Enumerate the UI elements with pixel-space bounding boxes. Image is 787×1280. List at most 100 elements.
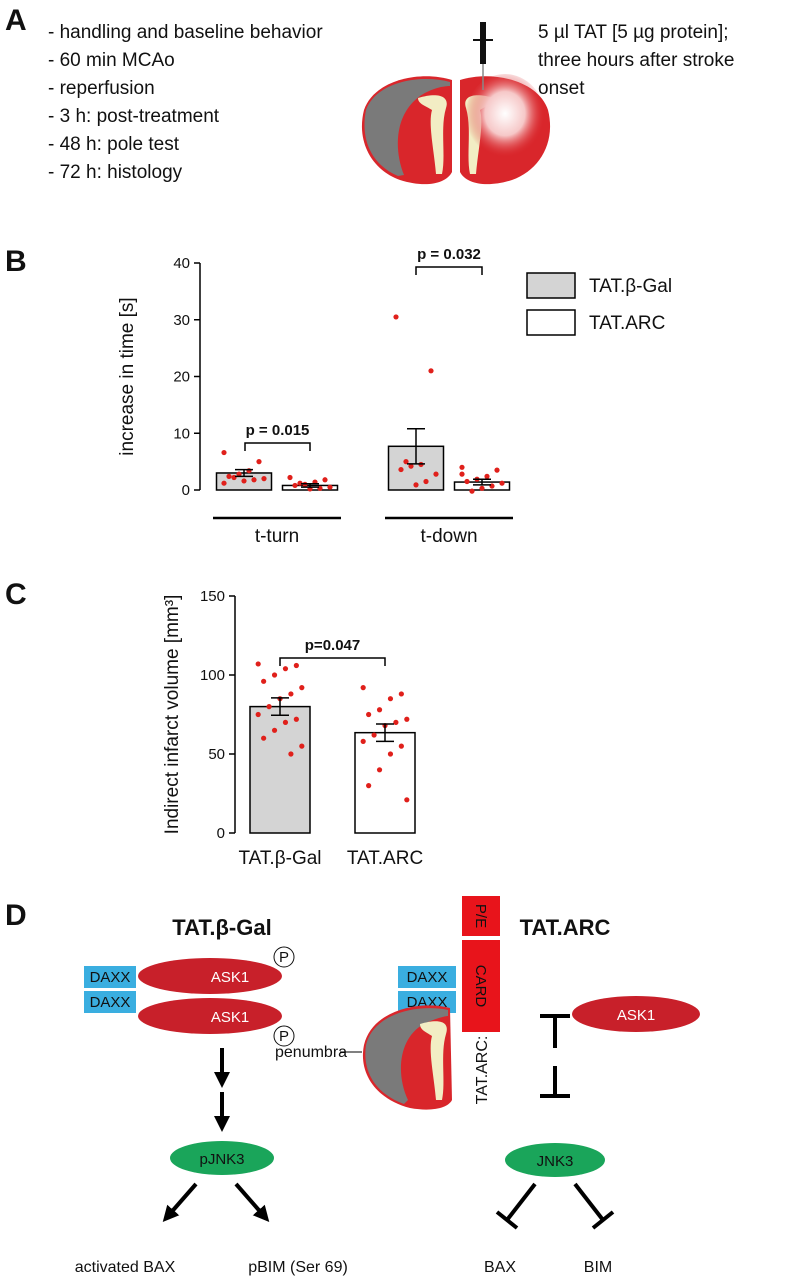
data-point	[261, 476, 267, 482]
y-tick-label: 150	[200, 588, 225, 605]
data-point	[484, 473, 490, 479]
region-label: penumbra	[275, 1044, 347, 1061]
data-point	[408, 463, 414, 469]
data-point	[376, 767, 383, 773]
y-tick-label: 20	[173, 369, 190, 386]
y-axis-label: Indirect infarct volume [mm³]	[162, 595, 183, 835]
ask1-label: ASK1	[211, 969, 249, 986]
daxx-label: DAXX	[90, 994, 131, 1011]
data-point	[464, 478, 470, 485]
inhibit	[505, 1182, 537, 1222]
panel-label: C	[5, 578, 27, 611]
data-point	[293, 716, 299, 722]
legend-swatch	[526, 272, 576, 299]
note-line: three hours after stroke	[538, 50, 734, 71]
data-point	[387, 696, 394, 702]
inhibit	[591, 1210, 615, 1230]
data-point	[499, 480, 505, 486]
condition-title: TAT.β-Gal	[172, 915, 271, 940]
data-point	[469, 488, 475, 494]
data-point	[404, 716, 410, 722]
ask1-label: ASK1	[617, 1007, 655, 1024]
data-point	[459, 471, 465, 477]
ask1	[138, 958, 282, 994]
data-point	[423, 478, 429, 485]
domain-box	[462, 896, 500, 936]
target: BIM	[584, 1259, 612, 1276]
brain-small	[362, 1005, 452, 1110]
step: - handling and baseline behavior	[48, 22, 323, 43]
daxx-box	[84, 966, 136, 988]
injection-note: 5 µl TAT [5 µg protein]; three hours aft…	[538, 22, 734, 99]
x-tick-label: t-turn	[255, 526, 299, 547]
data-point	[403, 459, 409, 465]
data-point	[255, 661, 261, 667]
data-point	[398, 691, 404, 697]
inhibit	[495, 1210, 519, 1230]
daxx-box	[398, 966, 456, 988]
bracket	[415, 266, 483, 275]
note-line: onset	[538, 78, 585, 99]
domain-label: CARD	[472, 965, 489, 1008]
data-point	[241, 478, 247, 484]
data-point	[292, 482, 298, 489]
data-point	[282, 666, 289, 672]
phospho-label: P	[279, 949, 289, 966]
bracket	[244, 442, 311, 451]
data-point	[376, 707, 383, 713]
target: activated BAX	[75, 1259, 176, 1276]
data-point	[221, 449, 227, 456]
panel-label: A	[5, 4, 27, 37]
data-point	[360, 685, 366, 691]
note-line: 5 µl TAT [5 µg protein];	[538, 22, 729, 43]
y-axis-label: increase in time [s]	[117, 297, 138, 455]
construct-label: TAT.ARC:	[474, 1036, 491, 1105]
panel-label: B	[5, 245, 27, 278]
y-tick-label: 100	[200, 667, 225, 684]
data-point	[366, 711, 372, 718]
arrow	[234, 1182, 270, 1223]
data-point	[327, 484, 333, 490]
p-value: p = 0.032	[417, 246, 481, 263]
step: - 72 h: histology	[48, 162, 183, 183]
daxx-label: DAXX	[90, 969, 131, 986]
pathway-diagram: D TAT.β-Gal TAT.ARC DAXX DAXX ASK1 ASK1 …	[5, 896, 700, 1276]
jnk	[505, 1143, 605, 1177]
data-point	[459, 464, 465, 470]
y-tick-label: 30	[173, 312, 190, 329]
bar	[249, 705, 311, 834]
data-point	[261, 735, 267, 741]
data-point	[271, 727, 278, 733]
p-value: p = 0.015	[246, 422, 310, 439]
data-point	[288, 691, 294, 697]
data-point	[371, 732, 377, 738]
phospho	[273, 946, 295, 968]
jnk-label: pJNK3	[199, 1151, 244, 1168]
legend-label: TAT.β-Gal	[589, 276, 672, 297]
data-point	[393, 314, 399, 320]
data-point	[293, 662, 299, 669]
bar	[354, 731, 416, 834]
data-point	[322, 477, 328, 483]
domain-label: P/E	[472, 904, 489, 928]
condition-title: TAT.ARC	[520, 915, 611, 940]
y-tick-label: 0	[182, 482, 190, 499]
data-point	[251, 477, 257, 483]
p-value: p=0.047	[305, 637, 360, 654]
daxx-box	[84, 991, 136, 1013]
jnk-label: JNK3	[537, 1153, 574, 1170]
data-point	[288, 751, 294, 757]
data-point	[479, 485, 485, 491]
phospho-label: P	[279, 1028, 289, 1045]
data-point	[299, 743, 305, 749]
step: - 3 h: post-treatment	[48, 106, 220, 127]
x-tick-label: TAT.β-Gal	[238, 848, 321, 869]
ask1-label: ASK1	[211, 1009, 249, 1026]
bracket	[279, 657, 386, 666]
target: BAX	[484, 1259, 516, 1276]
data-point	[428, 368, 434, 374]
step: - reperfusion	[48, 78, 155, 99]
data-point	[226, 473, 232, 479]
data-point	[366, 783, 372, 789]
